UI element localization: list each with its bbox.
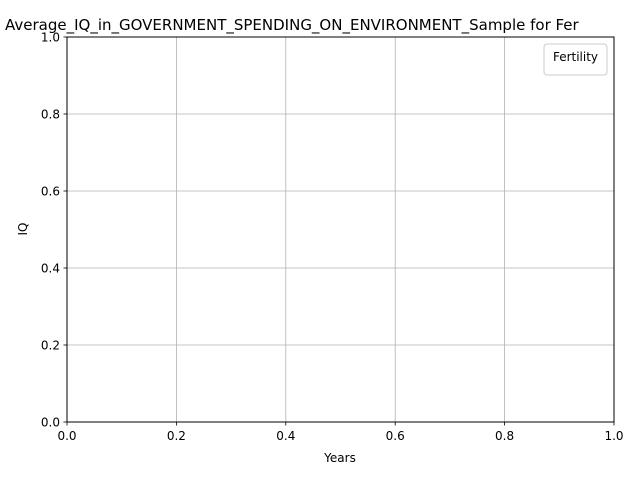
axes-frame — [66, 36, 615, 423]
x-tick-label: 0.2 — [167, 429, 186, 443]
y-tick-label: 0.0 — [41, 415, 60, 429]
grid — [66, 36, 615, 423]
x-tick-label: 0.6 — [386, 429, 405, 443]
legend-title: Fertility — [553, 50, 598, 64]
y-tick-label: 1.0 — [41, 30, 60, 44]
y-axis: 0.0 0.2 0.4 0.6 0.8 1.0 — [41, 30, 67, 429]
chart-title: Average_IQ_in_GOVERNMENT_SPENDING_ON_ENV… — [5, 16, 580, 35]
y-tick-label: 0.6 — [41, 184, 60, 198]
y-tick-label: 0.2 — [41, 338, 60, 352]
x-tick-label: 0.0 — [57, 429, 76, 443]
x-axis: 0.0 0.2 0.4 0.6 0.8 1.0 — [57, 422, 624, 443]
legend-box — [543, 43, 608, 76]
x-axis-label: Years — [323, 451, 356, 465]
plot-area — [67, 37, 614, 422]
x-tick-label: 0.8 — [495, 429, 514, 443]
x-tick-label: 0.4 — [276, 429, 295, 443]
y-tick-label: 0.8 — [41, 107, 60, 121]
legend: Fertility — [543, 43, 608, 76]
y-tick-label: 0.4 — [41, 261, 60, 275]
x-tick-label: 1.0 — [604, 429, 623, 443]
y-axis-label: IQ — [16, 223, 30, 236]
